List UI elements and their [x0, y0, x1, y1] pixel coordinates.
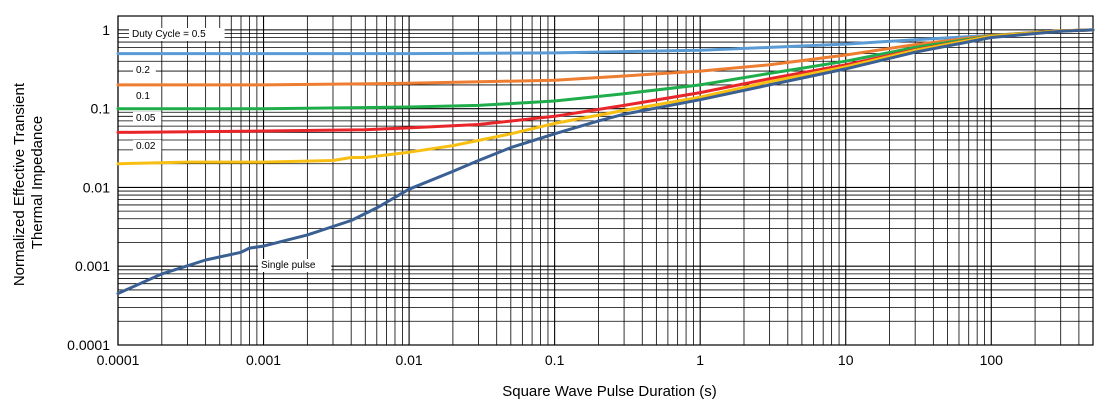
- series-label: Single pulse: [261, 260, 316, 271]
- series-line: [116, 28, 1095, 166]
- x-axis-title: Square Wave Pulse Duration (s): [502, 383, 717, 400]
- y-tick-label: 0.1: [91, 101, 111, 117]
- x-tick-label: 0.0001: [97, 352, 140, 368]
- plot-frame: [117, 15, 1094, 346]
- y-tick-label: 1: [102, 22, 110, 38]
- x-tick-label: 0.001: [246, 352, 281, 368]
- series-label: Duty Cycle = 0.5: [132, 29, 206, 40]
- series-label-bg: [129, 28, 225, 41]
- y-tick-label: 0.01: [83, 179, 110, 195]
- grid: [117, 16, 1094, 346]
- series-label: 0.2: [136, 65, 150, 76]
- series-label-bg: [133, 90, 156, 103]
- x-tick-label: 0.01: [395, 352, 422, 368]
- x-tick-label: 100: [980, 352, 1004, 368]
- series-label: 0.02: [136, 141, 156, 152]
- y-axis-title: Normalized Effective Transient Thermal I…: [11, 79, 46, 286]
- x-tick-label: 10: [838, 352, 854, 368]
- series-label: 0.1: [136, 91, 150, 102]
- y-axis-ticks: 0.0001 0.001 0.01 0.1 1: [67, 22, 110, 353]
- y-tick-label: 0.001: [75, 258, 110, 274]
- series-label-bg: [133, 112, 162, 125]
- x-axis-ticks: 0.0001 0.001 0.01 0.1 1 10 100: [97, 352, 1004, 368]
- x-tick-label: 0.1: [545, 352, 565, 368]
- series-line: [116, 28, 1095, 295]
- y-tick-label: 0.0001: [67, 337, 110, 353]
- series-label-bg: [133, 140, 162, 153]
- series-label-bg: [258, 259, 332, 272]
- x-tick-label: 1: [696, 352, 704, 368]
- series-label: 0.05: [136, 113, 156, 124]
- y-axis-title-line-2: Thermal Impedance: [29, 116, 46, 249]
- series-lines: [116, 28, 1095, 295]
- y-axis-title-line-1: Normalized Effective Transient: [11, 82, 28, 286]
- series-label-bg: [133, 64, 156, 77]
- series-labels: Duty Cycle = 0.5 0.2 0.1 0.05 0.02 Single pul…: [129, 28, 332, 272]
